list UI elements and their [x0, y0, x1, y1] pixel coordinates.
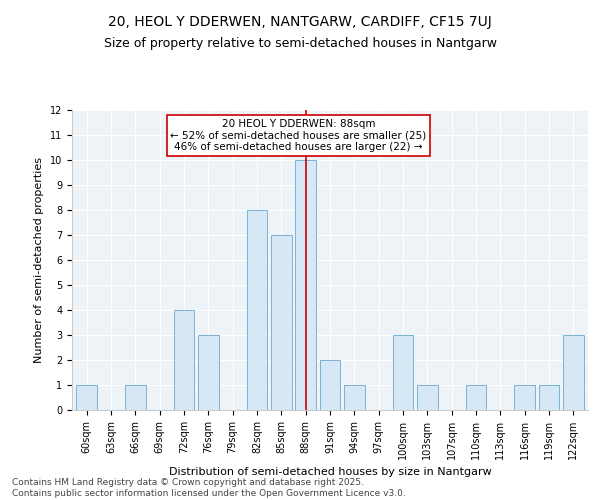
Bar	[344, 385, 365, 410]
Bar	[247, 210, 268, 410]
Bar	[466, 385, 487, 410]
Bar	[198, 335, 218, 410]
Bar	[563, 335, 584, 410]
Text: Size of property relative to semi-detached houses in Nantgarw: Size of property relative to semi-detach…	[104, 38, 497, 51]
Y-axis label: Number of semi-detached properties: Number of semi-detached properties	[34, 157, 44, 363]
Bar	[125, 385, 146, 410]
Bar	[76, 385, 97, 410]
Text: 20, HEOL Y DDERWEN, NANTGARW, CARDIFF, CF15 7UJ: 20, HEOL Y DDERWEN, NANTGARW, CARDIFF, C…	[108, 15, 492, 29]
Bar	[539, 385, 559, 410]
Bar	[295, 160, 316, 410]
Bar	[271, 235, 292, 410]
Bar	[320, 360, 340, 410]
Bar	[173, 310, 194, 410]
Bar	[417, 385, 438, 410]
Bar	[514, 385, 535, 410]
Text: Contains HM Land Registry data © Crown copyright and database right 2025.
Contai: Contains HM Land Registry data © Crown c…	[12, 478, 406, 498]
X-axis label: Distribution of semi-detached houses by size in Nantgarw: Distribution of semi-detached houses by …	[169, 468, 491, 477]
Bar	[392, 335, 413, 410]
Text: 20 HEOL Y DDERWEN: 88sqm
← 52% of semi-detached houses are smaller (25)
46% of s: 20 HEOL Y DDERWEN: 88sqm ← 52% of semi-d…	[170, 118, 427, 152]
